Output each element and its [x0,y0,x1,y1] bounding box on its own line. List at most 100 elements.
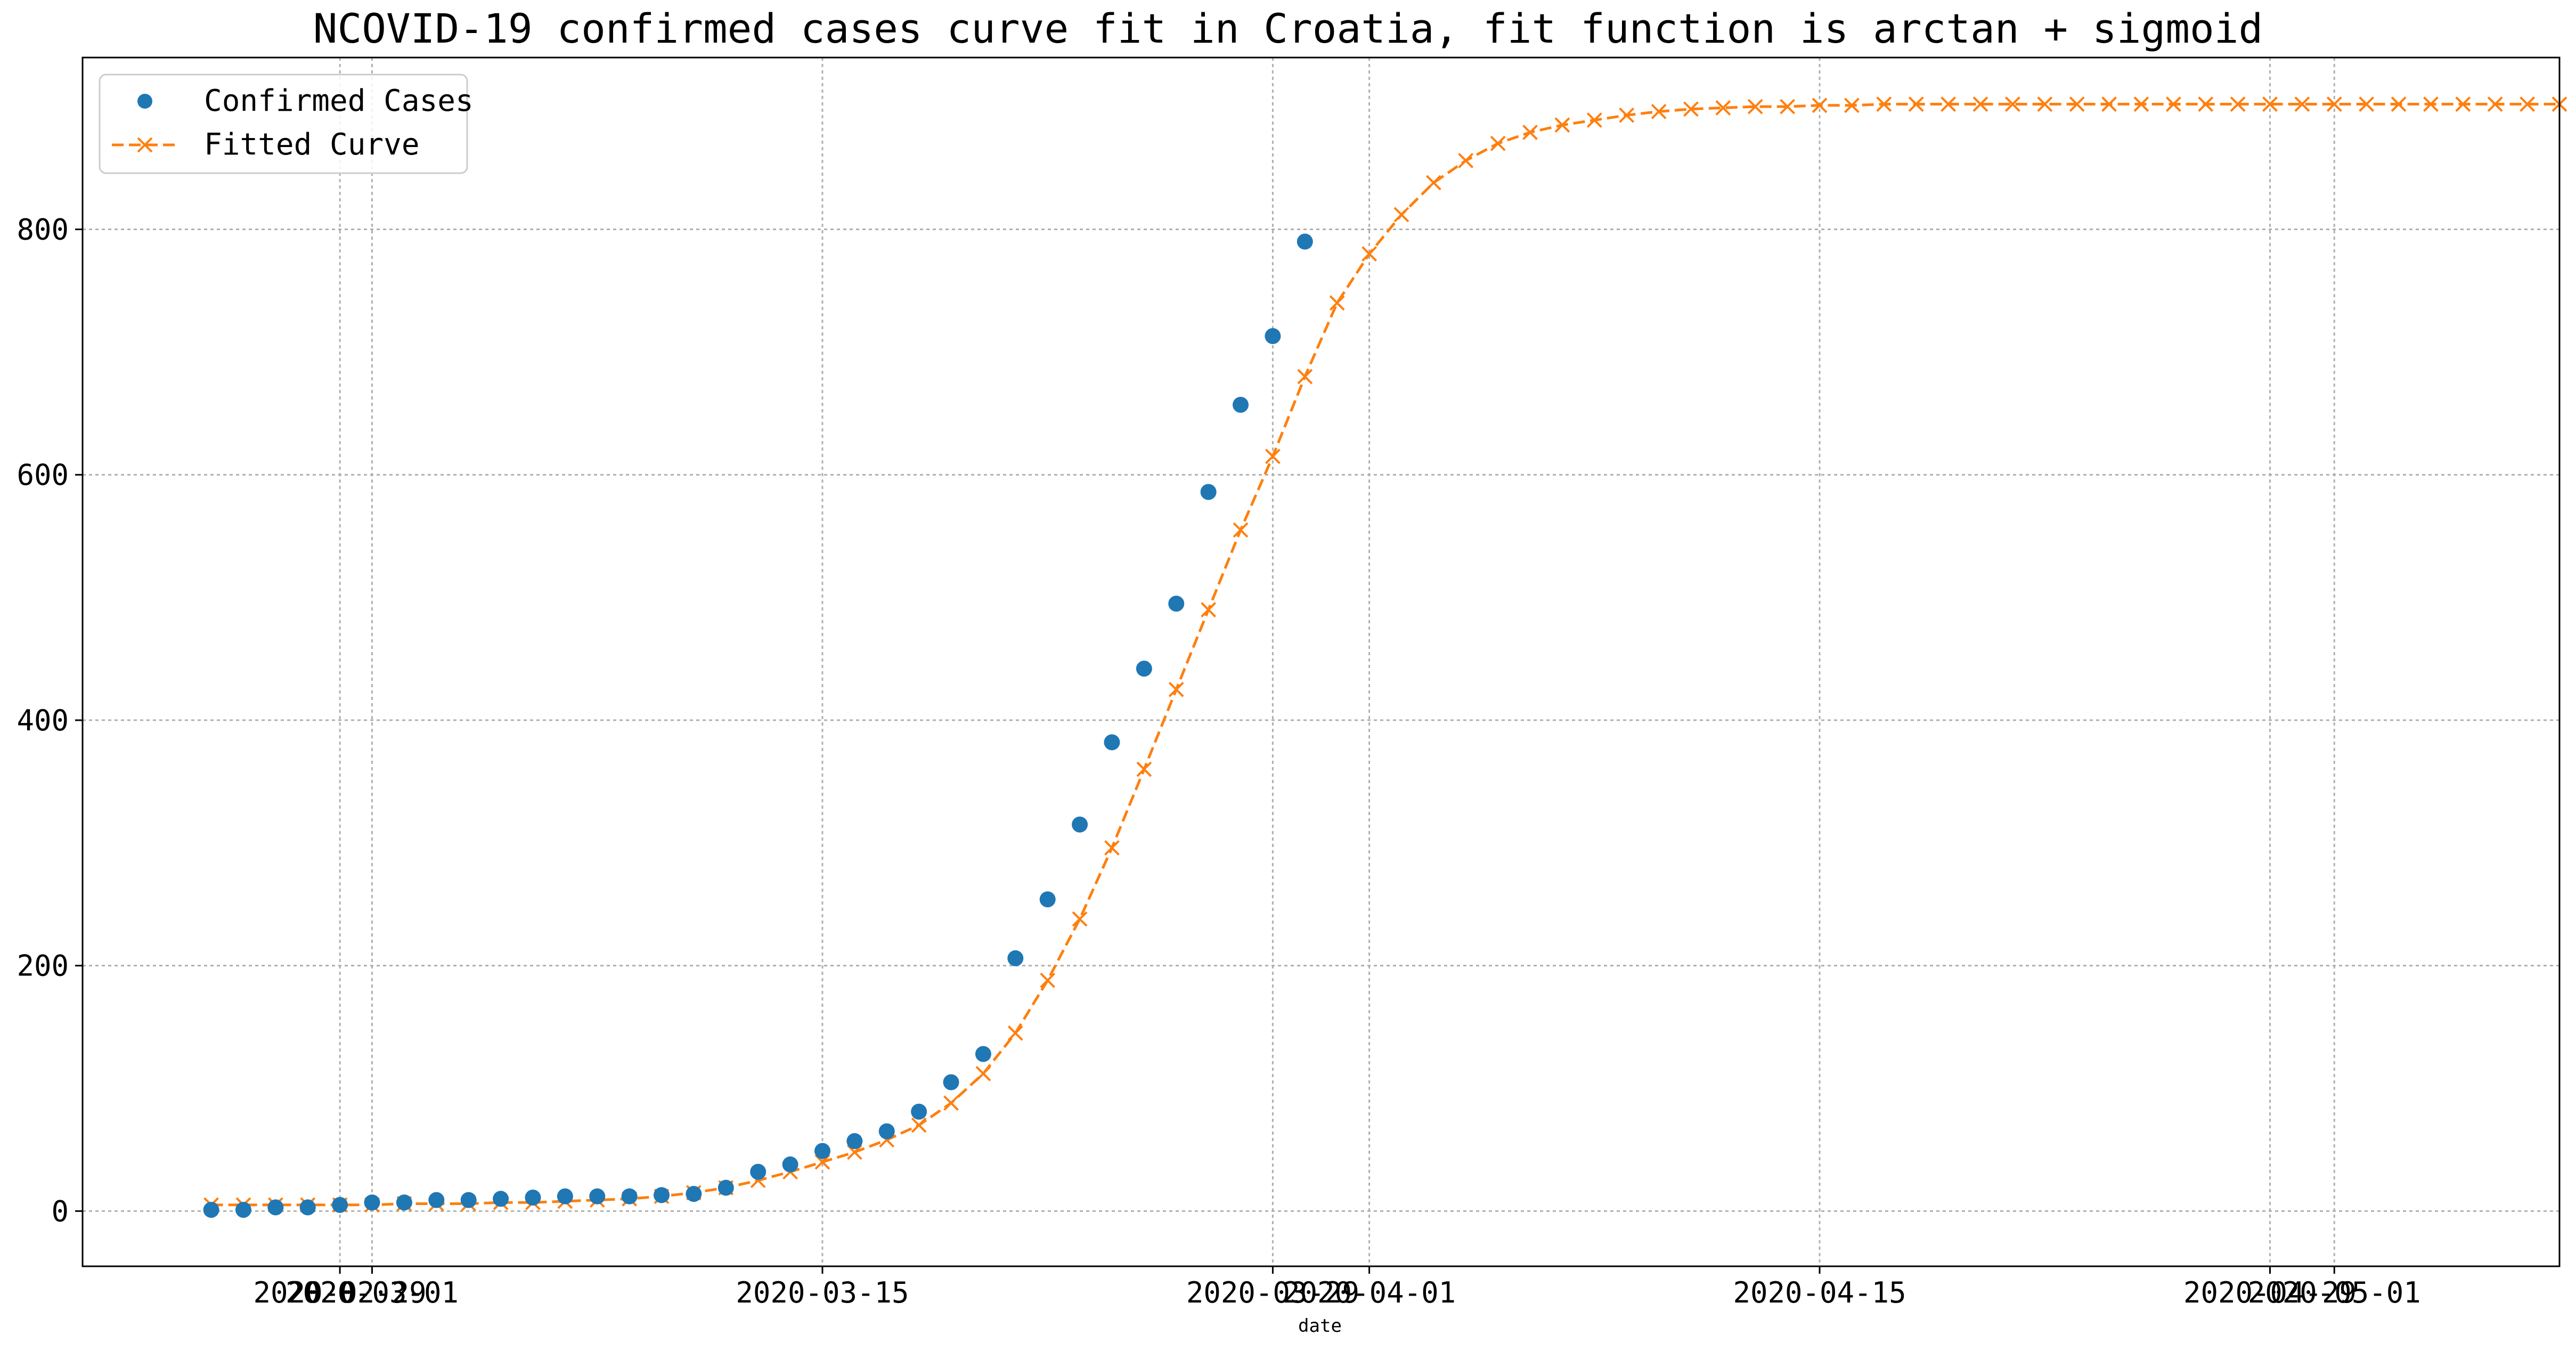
fitted-curve-point [1554,117,1570,133]
confirmed-case-point [428,1192,445,1208]
fitted-curve-point [1844,97,1860,113]
y-tick-label: 600 [17,458,69,492]
fitted-curve-point [2294,96,2310,112]
confirmed-case-point [750,1163,767,1180]
y-tick-label: 0 [51,1194,69,1228]
x-tick-label: 2020-02-29 [254,1276,427,1309]
x-tick-label: 2020-05-01 [2248,1276,2421,1309]
grid-lines [83,58,2559,1266]
fitted-curve-point [943,1095,959,1111]
fitted-curve-point [1393,207,1409,223]
legend-fitted-label: Fitted Curve [204,127,420,162]
confirmed-case-point [1136,661,1152,677]
confirmed-case-point [332,1197,348,1213]
fitted-curve-point [2487,96,2503,112]
confirmed-case-point [718,1179,734,1196]
confirmed-case-point [1072,816,1088,833]
fitted-curve-point [2165,96,2181,112]
confirmed-case-point [686,1186,702,1202]
fitted-curve-point [1201,602,1217,618]
confirmed-case-point [203,1202,219,1218]
fitted-curve-point [2391,96,2407,112]
confirmed-case-point [589,1188,606,1204]
confirmed-case-point [782,1156,798,1173]
fitted-curve-point [1040,972,1056,988]
confirmed-case-point [911,1103,927,1120]
fitted-curve-point [1007,1025,1023,1041]
fitted-curve-point [1425,175,1441,191]
confirmed-case-point [846,1133,863,1150]
fitted-curve-point [2101,96,2117,112]
fitted-curve-point [1490,135,1506,151]
x-tick-label: 2020-03-01 [286,1276,459,1309]
confirmed-case-point [557,1188,573,1204]
fitted-curve-point [1972,96,1988,112]
fitted-curve-point [1329,295,1345,311]
legend-confirmed-marker [137,94,152,109]
fitted-curve-point [1072,911,1088,927]
fitted-curve-point [2198,96,2214,112]
x-tick-label: 2020-04-29 [2183,1276,2357,1309]
confirmed-case-point [1104,734,1120,751]
fitted-curve-line [211,103,2559,1207]
legend: Confirmed Cases Fitted Curve [99,74,474,174]
fitted-curve-point [1651,103,1667,119]
confirmed-case-point [654,1187,670,1203]
confirmed-case-point [1039,891,1056,908]
confirmed-case-point [299,1199,316,1216]
fitted-curve-point [1715,100,1731,116]
chart-title: NCOVID-19 confirmed cases curve fit in C… [313,5,2263,52]
confirmed-case-point [525,1190,541,1206]
fitted-curve-point [1683,101,1699,117]
fitted-curve-point [2230,96,2246,112]
fitted-curve-point [2520,96,2536,112]
plot-frame [81,56,2561,1267]
confirmed-case-point [267,1199,284,1216]
fitted-curve-point [1619,107,1635,123]
y-axis-ticks: 0 200 400 600 800 [17,213,83,1228]
x-tick-label: 2020-03-29 [1186,1276,1359,1309]
fitted-curve-point [1458,153,1474,168]
confirmed-case-point [1297,233,1313,250]
x-tick-label: 2020-03-15 [736,1276,909,1309]
x-axis-label: date [1298,1315,1342,1337]
legend-fitted-marker [137,137,153,153]
fitted-curve-point [1780,99,1796,115]
fitted-curve-point [1136,761,1152,777]
confirmed-case-point [975,1046,991,1062]
confirmed-case-point [235,1202,251,1218]
x-tick-label: 2020-04-15 [1733,1276,1906,1309]
confirmed-case-point [1007,950,1024,966]
confirmed-case-point [493,1191,509,1207]
fitted-curve-point [2262,96,2278,112]
fitted-curve-point [2359,96,2375,112]
fitted-curve-point [2037,96,2053,112]
fitted-curve-point [1297,369,1313,385]
x-tick-label: 2020-04-01 [1283,1276,1456,1309]
confirmed-case-point [396,1194,412,1211]
confirmed-case-point [814,1143,830,1159]
confirmed-case-point [460,1192,477,1208]
y-tick-label: 800 [17,213,69,246]
confirmed-case-point [1233,396,1249,413]
fitted-curve-point [2326,96,2342,112]
fitted-curve-point [1812,97,1828,113]
fitted-curve-point [1586,112,1602,128]
fitted-curve-point [1104,840,1120,856]
confirmed-case-point [364,1194,380,1211]
fitted-curve-point [2133,96,2149,112]
fitted-curve-point [1168,681,1184,697]
fitted-curve-point [2069,96,2085,112]
confirmed-case-point [878,1123,895,1140]
fitted-curve-point [1941,96,1957,112]
fitted-curve-point [1908,96,1924,112]
confirmed-cases-series [203,233,1313,1218]
fitted-curve-point [1362,246,1377,262]
fitted-curve-series [203,96,2567,1213]
confirmed-case-point [1265,328,1281,344]
fitted-curve-point [1876,96,1892,112]
legend-confirmed-label: Confirmed Cases [204,84,474,118]
y-tick-label: 200 [17,949,69,983]
